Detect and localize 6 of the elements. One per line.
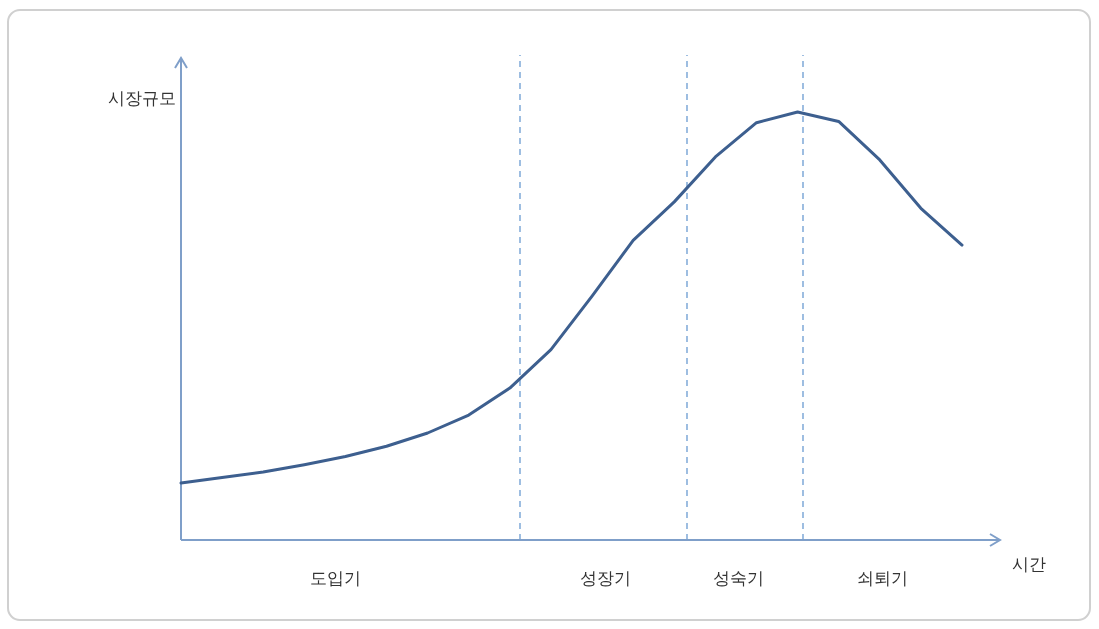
x-label: 시간	[1012, 555, 1046, 574]
annotation: 성장기	[579, 569, 631, 588]
annotation: 쇠퇴기	[856, 569, 908, 588]
annotation: 도입기	[309, 569, 361, 588]
annotation: 성숙기	[712, 569, 764, 588]
y-label: 시장규모	[108, 89, 176, 108]
